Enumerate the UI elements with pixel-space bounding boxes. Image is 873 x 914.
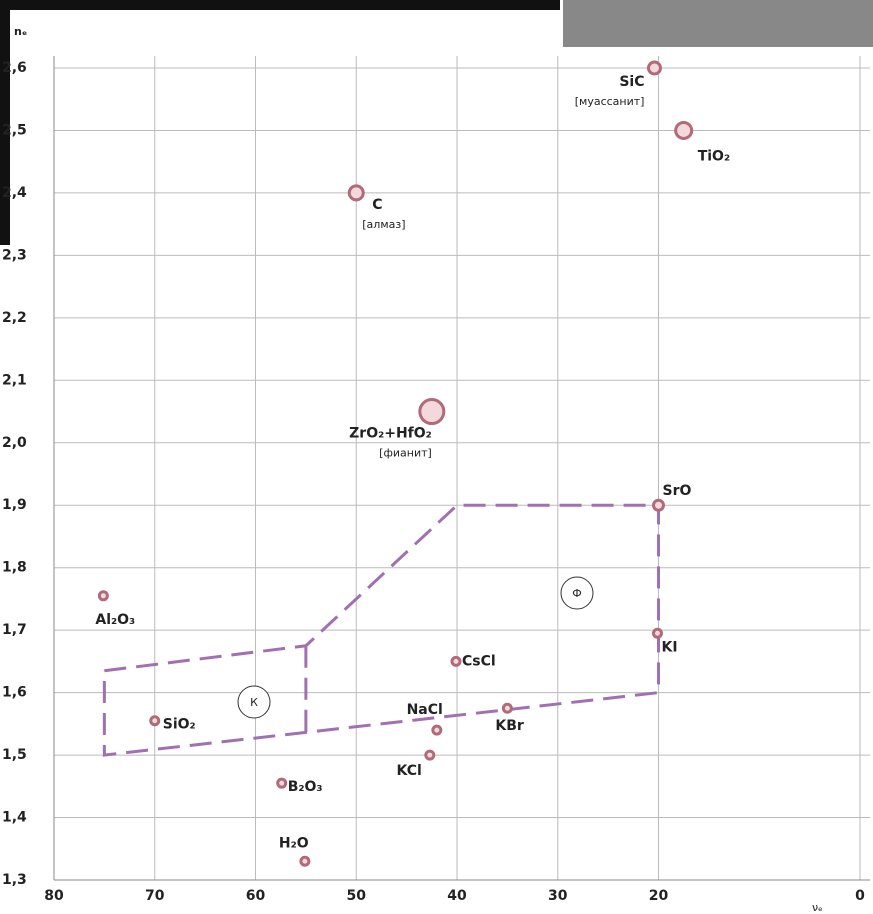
point-label: H₂O bbox=[279, 835, 309, 851]
region-label: К bbox=[250, 696, 258, 709]
point-label: CsCl bbox=[462, 653, 496, 669]
point-label: SiC bbox=[619, 74, 644, 90]
point-label: SrO bbox=[663, 483, 692, 499]
point-label: KBr bbox=[495, 718, 524, 734]
crop-image bbox=[563, 0, 873, 47]
y-axis-label: nₑ bbox=[14, 25, 27, 38]
point-label: KCl bbox=[397, 763, 422, 779]
point bbox=[653, 629, 661, 637]
point bbox=[503, 704, 511, 712]
x-tick-label: 60 bbox=[246, 888, 266, 904]
point bbox=[676, 122, 692, 138]
point bbox=[452, 657, 460, 665]
x-tick-label: 80 bbox=[44, 888, 64, 904]
point bbox=[151, 717, 159, 725]
point bbox=[301, 857, 309, 865]
point-label: Al₂O₃ bbox=[95, 612, 135, 628]
point-note: [муассанит] bbox=[575, 95, 645, 108]
point bbox=[433, 726, 441, 734]
point-label: NaCl bbox=[407, 702, 443, 718]
x-tick-label: 20 bbox=[649, 888, 669, 904]
point bbox=[648, 62, 660, 74]
point bbox=[99, 592, 107, 600]
y-tick-label: 1,5 bbox=[2, 747, 27, 763]
point-label: TiO₂ bbox=[698, 148, 730, 164]
x-axis-label: νₑ bbox=[812, 901, 823, 914]
x-tick-label: 0 bbox=[855, 888, 865, 904]
point-note: [фианит] bbox=[379, 447, 432, 460]
point bbox=[426, 751, 434, 759]
y-tick-label: 1,6 bbox=[2, 685, 27, 701]
x-tick-label: 30 bbox=[548, 888, 568, 904]
chart: nₑ νₑ 1,3 1,4 1,5 1,6 1,7 1,8 1,9 2,0 2,1 2,2 2,3 2… bbox=[0, 0, 873, 914]
point-label: B₂O₃ bbox=[288, 779, 323, 795]
region-label: Ф bbox=[572, 587, 581, 600]
point-label: ZrO₂+HfO₂ bbox=[349, 426, 432, 442]
point-note: [алмаз] bbox=[362, 218, 405, 231]
crop-bar bbox=[0, 0, 560, 10]
y-tick-label: 2,5 bbox=[2, 122, 27, 138]
x-tick-label: 70 bbox=[145, 888, 165, 904]
point-label: C bbox=[372, 197, 382, 213]
y-tick-label: 2,4 bbox=[2, 185, 27, 201]
point bbox=[420, 400, 444, 424]
point-label: SiO₂ bbox=[163, 717, 196, 733]
y-tick-label: 2,0 bbox=[2, 435, 27, 451]
point bbox=[278, 779, 286, 787]
y-tick-label: 1,9 bbox=[2, 497, 27, 513]
y-tick-label: 2,3 bbox=[2, 247, 27, 263]
y-tick-label: 2,6 bbox=[2, 60, 27, 76]
y-tick-label: 2,1 bbox=[2, 372, 27, 388]
point-label: KI bbox=[661, 639, 677, 655]
y-tick-label: 1,3 bbox=[2, 872, 27, 888]
x-tick-label: 50 bbox=[347, 888, 367, 904]
y-tick-label: 1,4 bbox=[2, 810, 27, 826]
y-tick-label: 1,8 bbox=[2, 560, 27, 576]
point bbox=[349, 186, 363, 200]
point bbox=[654, 500, 664, 510]
y-tick-label: 2,2 bbox=[2, 310, 27, 326]
x-tick-label: 40 bbox=[447, 888, 467, 904]
y-tick-label: 1,7 bbox=[2, 622, 27, 638]
